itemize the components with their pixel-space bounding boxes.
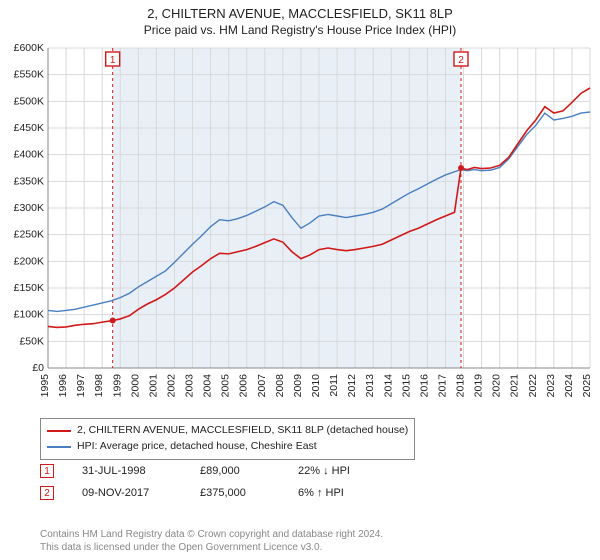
svg-text:1997: 1997 xyxy=(75,374,87,398)
svg-text:£400K: £400K xyxy=(14,149,44,161)
svg-text:£500K: £500K xyxy=(14,95,44,107)
legend: 2, CHILTERN AVENUE, MACCLESFIELD, SK11 8… xyxy=(40,418,415,460)
svg-text:£300K: £300K xyxy=(14,202,44,214)
svg-text:2004: 2004 xyxy=(202,374,214,398)
svg-text:1: 1 xyxy=(110,55,116,66)
svg-text:1999: 1999 xyxy=(111,374,123,398)
svg-text:£200K: £200K xyxy=(14,255,44,267)
footer-line: This data is licensed under the Open Gov… xyxy=(40,541,383,554)
transaction-price: £375,000 xyxy=(200,487,270,499)
svg-text:2009: 2009 xyxy=(292,374,304,398)
transaction-row: 2 09-NOV-2017 £375,000 6% ↑ HPI xyxy=(40,482,388,504)
legend-swatch xyxy=(47,430,71,432)
svg-text:2019: 2019 xyxy=(473,374,485,398)
legend-swatch xyxy=(47,446,71,448)
svg-text:2002: 2002 xyxy=(165,374,177,398)
svg-text:2012: 2012 xyxy=(346,374,358,398)
svg-text:£100K: £100K xyxy=(14,309,44,321)
footer: Contains HM Land Registry data © Crown c… xyxy=(40,528,383,554)
svg-text:2003: 2003 xyxy=(184,374,196,398)
svg-text:£550K: £550K xyxy=(14,69,44,81)
transaction-price: £89,000 xyxy=(200,465,270,477)
svg-text:2015: 2015 xyxy=(400,374,412,398)
svg-text:1996: 1996 xyxy=(57,374,69,398)
svg-text:2016: 2016 xyxy=(418,374,430,398)
svg-text:2021: 2021 xyxy=(509,374,521,398)
svg-text:2022: 2022 xyxy=(527,374,539,398)
title-block: 2, CHILTERN AVENUE, MACCLESFIELD, SK11 8… xyxy=(0,0,600,37)
svg-text:£0: £0 xyxy=(32,362,44,374)
svg-text:£50K: £50K xyxy=(19,335,44,347)
svg-text:2: 2 xyxy=(458,55,464,66)
legend-label: 2, CHILTERN AVENUE, MACCLESFIELD, SK11 8… xyxy=(77,423,408,439)
title-address: 2, CHILTERN AVENUE, MACCLESFIELD, SK11 8… xyxy=(0,6,600,21)
transaction-pct: 6% ↑ HPI xyxy=(298,487,388,499)
svg-text:2000: 2000 xyxy=(129,374,141,398)
svg-text:2020: 2020 xyxy=(491,374,503,398)
svg-text:2017: 2017 xyxy=(436,374,448,398)
transaction-pct: 22% ↓ HPI xyxy=(298,465,388,477)
svg-text:£450K: £450K xyxy=(14,122,44,134)
transaction-row: 1 31-JUL-1998 £89,000 22% ↓ HPI xyxy=(40,460,388,482)
legend-label: HPI: Average price, detached house, Ches… xyxy=(77,439,317,455)
svg-text:£350K: £350K xyxy=(14,175,44,187)
chart-container: 2, CHILTERN AVENUE, MACCLESFIELD, SK11 8… xyxy=(0,0,600,560)
svg-text:2011: 2011 xyxy=(328,374,340,397)
transaction-date: 09-NOV-2017 xyxy=(82,487,172,499)
svg-text:£150K: £150K xyxy=(14,282,44,294)
svg-text:2008: 2008 xyxy=(274,374,286,398)
title-subtitle: Price paid vs. HM Land Registry's House … xyxy=(0,23,600,37)
transaction-marker: 1 xyxy=(40,464,54,478)
svg-text:2010: 2010 xyxy=(310,374,322,398)
svg-text:2013: 2013 xyxy=(364,374,376,398)
legend-item: 2, CHILTERN AVENUE, MACCLESFIELD, SK11 8… xyxy=(47,423,408,439)
svg-text:2005: 2005 xyxy=(220,374,232,398)
svg-text:2024: 2024 xyxy=(563,374,575,398)
svg-text:2018: 2018 xyxy=(455,374,467,398)
svg-text:£600K: £600K xyxy=(14,42,44,54)
svg-text:2014: 2014 xyxy=(382,374,394,398)
chart-area: £0 £50K £100K £150K £200K £250K £300K £350K £400… xyxy=(0,42,600,412)
svg-text:2006: 2006 xyxy=(238,374,250,398)
svg-text:2023: 2023 xyxy=(545,374,557,398)
svg-text:2025: 2025 xyxy=(581,374,593,398)
transaction-marker: 2 xyxy=(40,486,54,500)
transaction-date: 31-JUL-1998 xyxy=(82,465,172,477)
footer-line: Contains HM Land Registry data © Crown c… xyxy=(40,528,383,541)
svg-text:2007: 2007 xyxy=(256,374,268,398)
legend-item: HPI: Average price, detached house, Ches… xyxy=(47,439,408,455)
chart-svg: £0 £50K £100K £150K £200K £250K £300K £350K £400… xyxy=(0,42,600,412)
transactions-table: 1 31-JUL-1998 £89,000 22% ↓ HPI 2 09-NOV… xyxy=(40,460,388,504)
svg-text:2001: 2001 xyxy=(147,374,159,398)
svg-text:1995: 1995 xyxy=(39,374,51,398)
svg-text:1998: 1998 xyxy=(93,374,105,398)
svg-text:£250K: £250K xyxy=(14,229,44,241)
